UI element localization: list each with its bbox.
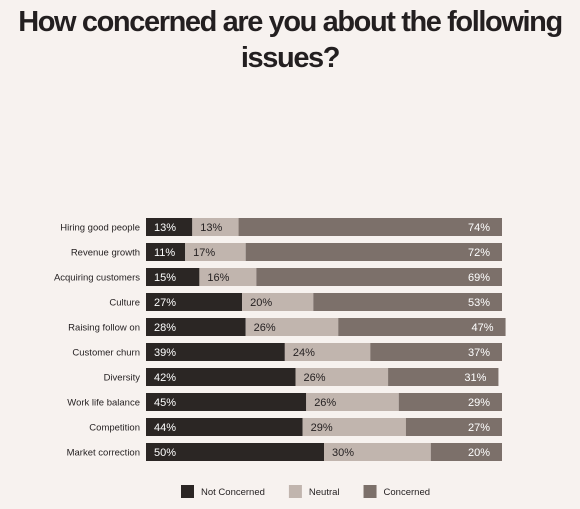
bar-work-life-balance-neutral <box>306 393 399 411</box>
chart-title: How concerned are you about the followin… <box>18 6 563 74</box>
value-label-market-correction-not-concerned: 50% <box>154 447 176 459</box>
value-label-revenue-growth-concerned: 72% <box>468 247 490 259</box>
bar-customer-churn-concerned <box>370 343 502 361</box>
value-label-competition-concerned: 27% <box>468 422 490 434</box>
value-label-competition-not-concerned: 44% <box>154 422 176 434</box>
bar-culture-neutral <box>242 293 314 311</box>
bar-acquiring-customers-concerned <box>256 268 502 286</box>
value-label-customer-churn-concerned: 37% <box>468 347 490 359</box>
value-label-revenue-growth-neutral: 17% <box>193 247 215 259</box>
value-label-hiring-good-people-neutral: 13% <box>200 222 222 234</box>
value-label-raising-follow-on-concerned: 47% <box>472 322 494 334</box>
bar-competition-concerned <box>405 418 502 436</box>
category-label-raising-follow-on: Raising follow on <box>68 323 140 334</box>
value-label-acquiring-customers-concerned: 69% <box>468 272 490 284</box>
bar-revenue-growth-not-concerned <box>146 243 186 261</box>
legend-swatch-concerned <box>363 485 377 498</box>
bar-customer-churn-neutral <box>284 343 371 361</box>
legend-swatch-neutral <box>288 485 302 498</box>
bar-market-correction-not-concerned <box>146 443 324 461</box>
value-label-revenue-growth-not-concerned: 11% <box>154 247 175 259</box>
value-label-acquiring-customers-neutral: 16% <box>207 272 229 284</box>
value-label-diversity-concerned: 31% <box>464 372 486 384</box>
value-label-raising-follow-on-not-concerned: 28% <box>154 322 176 334</box>
category-label-acquiring-customers: Acquiring customers <box>54 273 140 284</box>
bar-acquiring-customers-not-concerned <box>146 268 200 286</box>
bar-culture-concerned <box>313 293 502 311</box>
category-label-hiring-good-people: Hiring good people <box>60 223 140 234</box>
value-label-work-life-balance-neutral: 26% <box>314 397 336 409</box>
value-label-raising-follow-on-neutral: 26% <box>254 322 276 334</box>
bar-acquiring-customers-neutral <box>199 268 257 286</box>
value-label-customer-churn-not-concerned: 39% <box>154 347 176 359</box>
bar-hiring-good-people-neutral <box>192 218 239 236</box>
value-label-hiring-good-people-concerned: 74% <box>468 222 490 234</box>
value-label-hiring-good-people-not-concerned: 13% <box>154 222 176 234</box>
bar-raising-follow-on-not-concerned <box>146 318 246 336</box>
bar-raising-follow-on-neutral <box>245 318 339 336</box>
bars-group: Hiring good people 13% 13% 74% Revenue growt… <box>54 218 506 461</box>
bar-work-life-balance-not-concerned <box>146 393 307 411</box>
legend-label-concerned: Concerned <box>384 487 430 498</box>
bar-hiring-good-people-not-concerned <box>146 218 193 236</box>
value-label-work-life-balance-concerned: 29% <box>468 397 490 409</box>
bar-market-correction-neutral <box>324 443 431 461</box>
category-label-culture: Culture <box>109 298 140 309</box>
bar-customer-churn-not-concerned <box>146 343 285 361</box>
value-label-acquiring-customers-not-concerned: 15% <box>154 272 176 284</box>
legend: Not Concerned Neutral Concerned <box>181 485 430 498</box>
value-label-competition-neutral: 29% <box>311 422 333 434</box>
bar-diversity-not-concerned <box>146 368 296 386</box>
category-label-customer-churn: Customer churn <box>72 348 140 359</box>
bar-diversity-concerned <box>388 368 499 386</box>
value-label-culture-concerned: 53% <box>468 297 490 309</box>
value-label-culture-neutral: 20% <box>250 297 272 309</box>
category-label-diversity: Diversity <box>104 373 141 384</box>
bar-hiring-good-people-concerned <box>238 218 502 236</box>
bar-culture-not-concerned <box>146 293 243 311</box>
legend-swatch-not-concerned <box>181 485 194 498</box>
bar-diversity-neutral <box>295 368 389 386</box>
value-label-market-correction-concerned: 20% <box>468 447 490 459</box>
bar-work-life-balance-concerned <box>398 393 502 411</box>
category-label-market-correction: Market correction <box>67 448 140 459</box>
category-label-competition: Competition <box>89 423 140 434</box>
value-label-diversity-neutral: 26% <box>304 372 326 384</box>
bar-competition-neutral <box>302 418 406 436</box>
bar-revenue-growth-neutral <box>185 243 246 261</box>
value-label-work-life-balance-not-concerned: 45% <box>154 397 176 409</box>
legend-label-neutral: Neutral <box>309 487 340 498</box>
value-label-diversity-not-concerned: 42% <box>154 372 176 384</box>
bar-market-correction-concerned <box>430 443 502 461</box>
value-label-market-correction-neutral: 30% <box>332 447 354 459</box>
bar-competition-not-concerned <box>146 418 303 436</box>
legend-label-not-concerned: Not Concerned <box>201 487 265 498</box>
category-label-work-life-balance: Work life balance <box>67 398 140 409</box>
category-label-revenue-growth: Revenue growth <box>71 248 140 259</box>
bar-revenue-growth-concerned <box>245 243 502 261</box>
bar-raising-follow-on-concerned <box>338 318 506 336</box>
value-label-culture-not-concerned: 27% <box>154 297 176 309</box>
value-label-customer-churn-neutral: 24% <box>293 347 315 359</box>
